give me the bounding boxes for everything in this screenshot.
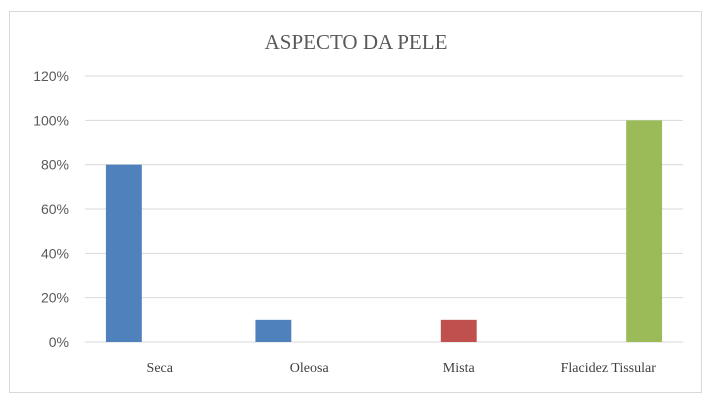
bar-oleosa xyxy=(255,319,292,342)
x-tick-label: Mista xyxy=(443,361,476,376)
y-tick-label: 80% xyxy=(41,157,69,173)
y-tick-label: 0% xyxy=(49,334,69,350)
y-axis-ticks: 0% 20% 40% 60% 80% 100% 120% xyxy=(33,68,69,350)
y-tick-label: 20% xyxy=(41,290,69,306)
bar-mista xyxy=(440,319,477,342)
bar-seca xyxy=(105,164,142,342)
x-tick-label: Flacidez Tissular xyxy=(561,361,657,376)
y-tick-label: 120% xyxy=(33,68,69,84)
x-tick-label: Seca xyxy=(147,361,174,376)
y-tick-label: 40% xyxy=(41,245,69,261)
y-tick-label: 100% xyxy=(33,112,69,128)
y-tick-label: 60% xyxy=(41,201,69,217)
chart-title: ASPECTO DA PELE xyxy=(265,30,448,54)
bars xyxy=(105,120,663,342)
x-tick-label: Oleosa xyxy=(290,361,330,376)
bar-flacidez-tissular xyxy=(626,120,663,342)
gridlines xyxy=(85,75,683,343)
x-axis-ticks: Seca Oleosa Mista Flacidez Tissular xyxy=(147,361,657,376)
